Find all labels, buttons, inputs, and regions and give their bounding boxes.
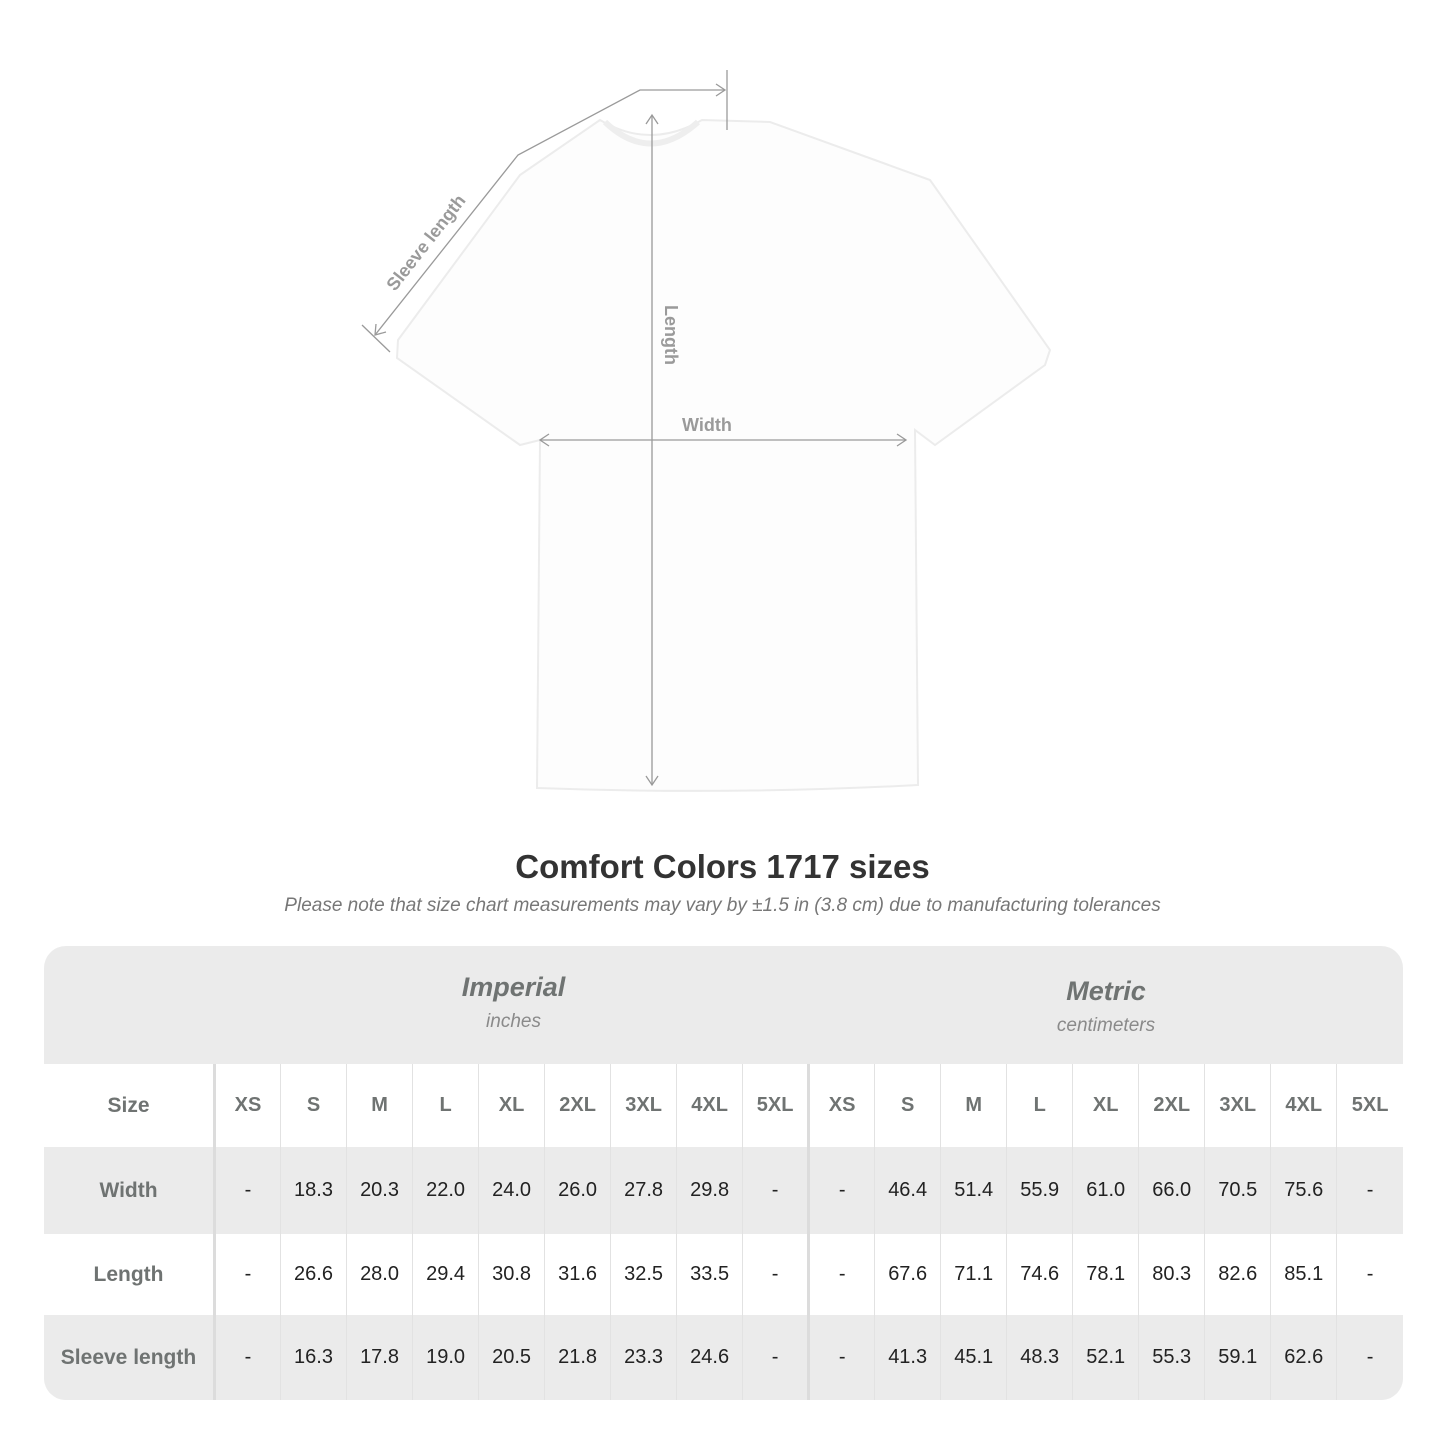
width-label: Width: [682, 415, 732, 435]
imperial-size-l: L: [412, 1064, 479, 1147]
imperial-size-xs: XS: [213, 1064, 281, 1147]
metric-value-cell: 55.9: [1006, 1147, 1073, 1234]
imperial-value-cell: 26.6: [280, 1234, 347, 1315]
metric-value-cell: 59.1: [1204, 1315, 1271, 1400]
imperial-header: Imperial inches: [216, 946, 811, 1090]
metric-size-5xl: 5XL: [1336, 1064, 1403, 1147]
metric-value-cell: -: [807, 1234, 875, 1315]
metric-value-cell: 55.3: [1138, 1315, 1205, 1400]
metric-size-xs: XS: [807, 1064, 875, 1147]
imperial-value-cell: 29.8: [676, 1147, 743, 1234]
table-row: Sleeve length -16.3 17.8 19.0 20.5 21.8 23.3 24…: [44, 1315, 1403, 1400]
metric-value-cell: -: [807, 1315, 875, 1400]
metric-value-cell: -: [807, 1147, 875, 1234]
imperial-unit: inches: [486, 1011, 541, 1032]
metric-value-cell: 67.6: [874, 1234, 941, 1315]
metric-value-cell: -: [1336, 1147, 1403, 1234]
metric-value-cell: 48.3: [1006, 1315, 1073, 1400]
imperial-value-cell: 27.8: [610, 1147, 677, 1234]
imperial-value-cell: 28.0: [346, 1234, 413, 1315]
table-row: Length -26.6 28.0 29.4 30.8 31.6 32.5 33.5- -67.…: [44, 1234, 1403, 1315]
imperial-value-cell: 33.5: [676, 1234, 743, 1315]
metric-size-l: L: [1006, 1064, 1073, 1147]
metric-size-2xl: 2XL: [1138, 1064, 1205, 1147]
imperial-value-cell: 17.8: [346, 1315, 413, 1400]
chart-title: Comfort Colors 1717 sizes: [515, 848, 930, 885]
metric-size-m: M: [940, 1064, 1007, 1147]
imperial-value-cell: 20.5: [478, 1315, 545, 1400]
imperial-value-cell: 16.3: [280, 1315, 347, 1400]
metric-size-4xl: 4XL: [1270, 1064, 1337, 1147]
imperial-value-cell: -: [213, 1234, 281, 1315]
imperial-value-cell: -: [742, 1315, 809, 1400]
imperial-value-cell: 22.0: [412, 1147, 479, 1234]
imperial-size-xl: XL: [478, 1064, 545, 1147]
imperial-value-cell: 31.6: [544, 1234, 611, 1315]
imperial-size-3xl: 3XL: [610, 1064, 677, 1147]
imperial-value-cell: 23.3: [610, 1315, 677, 1400]
row-label: Width: [44, 1147, 216, 1234]
size-header-row: Size XS S M L XL 2XL 3XL 4XL 5XL XS S M L XL 2XL 3XL 4XL 5…: [44, 1064, 1403, 1147]
row-label: Length: [44, 1234, 216, 1315]
imperial-value-cell: 30.8: [478, 1234, 545, 1315]
imperial-size-2xl: 2XL: [544, 1064, 611, 1147]
imperial-size-m: M: [346, 1064, 413, 1147]
metric-value-cell: -: [1336, 1234, 1403, 1315]
metric-value-cell: 75.6: [1270, 1147, 1337, 1234]
metric-value-cell: -: [1336, 1315, 1403, 1400]
metric-value-cell: 62.6: [1270, 1315, 1337, 1400]
imperial-value-cell: 29.4: [412, 1234, 479, 1315]
metric-value-cell: 78.1: [1072, 1234, 1139, 1315]
length-label: Length: [661, 305, 681, 365]
tshirt-diagram: Sleeve length Length Width: [361, 70, 1052, 792]
imperial-value-cell: 24.0: [478, 1147, 545, 1234]
imperial-value-cell: 32.5: [610, 1234, 677, 1315]
table-row: Width -18.3 20.3 22.0 24.0 26.0 27.8 29.8- -46.4…: [44, 1147, 1403, 1234]
metric-header: Metric centimeters: [809, 946, 1403, 1094]
metric-size-3xl: 3XL: [1204, 1064, 1271, 1147]
size-table-card: Imperial inches Metric centimeters Size X…: [44, 946, 1403, 1400]
metric-value-cell: 70.5: [1204, 1147, 1271, 1234]
metric-value-cell: 74.6: [1006, 1234, 1073, 1315]
imperial-value-cell: -: [742, 1147, 809, 1234]
imperial-size-4xl: 4XL: [676, 1064, 743, 1147]
imperial-value-cell: -: [213, 1315, 281, 1400]
imperial-value-cell: -: [213, 1147, 281, 1234]
imperial-size-5xl: 5XL: [742, 1064, 809, 1147]
metric-value-cell: 66.0: [1138, 1147, 1205, 1234]
metric-value-cell: 51.4: [940, 1147, 1007, 1234]
metric-unit: centimeters: [1056, 1015, 1156, 1036]
imperial-size-s: S: [280, 1064, 347, 1147]
imperial-value-cell: 21.8: [544, 1315, 611, 1400]
tolerance-note: Please note that size chart measurements…: [284, 895, 1161, 916]
imperial-value-cell: 20.3: [346, 1147, 413, 1234]
size-table: Size XS S M L XL 2XL 3XL 4XL 5XL XS S M L XL 2XL 3XL 4XL 5…: [44, 1064, 1403, 1400]
metric-size-xl: XL: [1072, 1064, 1139, 1147]
metric-value-cell: 41.3: [874, 1315, 941, 1400]
row-label: Sleeve length: [44, 1315, 216, 1400]
metric-value-cell: 45.1: [940, 1315, 1007, 1400]
sleeve-measure-line: [374, 89, 725, 336]
imperial-value-cell: 19.0: [412, 1315, 479, 1400]
imperial-value-cell: 26.0: [544, 1147, 611, 1234]
metric-value-cell: 82.6: [1204, 1234, 1271, 1315]
metric-value-cell: 85.1: [1270, 1234, 1337, 1315]
metric-title: Metric: [1066, 976, 1146, 1006]
imperial-value-cell: -: [742, 1234, 809, 1315]
metric-value-cell: 71.1: [940, 1234, 1007, 1315]
imperial-title: Imperial: [461, 972, 566, 1002]
imperial-value-cell: 24.6: [676, 1315, 743, 1400]
metric-size-s: S: [874, 1064, 941, 1147]
imperial-value-cell: 18.3: [280, 1147, 347, 1234]
tshirt-image: [395, 118, 1052, 792]
metric-value-cell: 80.3: [1138, 1234, 1205, 1315]
size-label: Size: [44, 1064, 216, 1147]
metric-value-cell: 61.0: [1072, 1147, 1139, 1234]
metric-value-cell: 52.1: [1072, 1315, 1139, 1400]
metric-value-cell: 46.4: [874, 1147, 941, 1234]
